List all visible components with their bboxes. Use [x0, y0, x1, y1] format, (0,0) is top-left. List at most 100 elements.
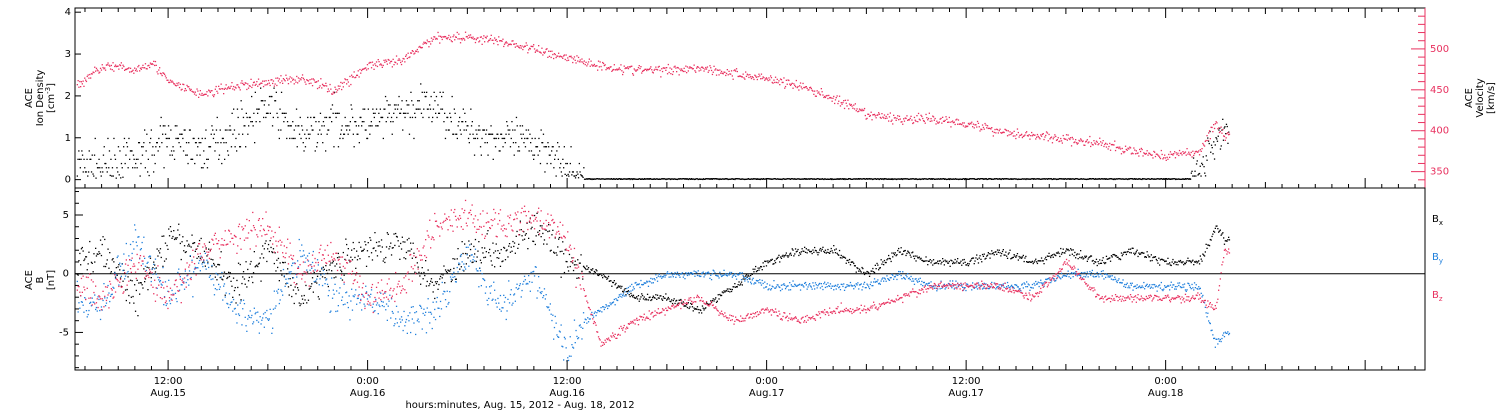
bx-point	[1073, 255, 1075, 257]
bx-point	[1005, 251, 1007, 253]
by-point	[79, 307, 81, 309]
bx-point	[1118, 258, 1120, 260]
density-point	[360, 116, 362, 119]
density-point	[955, 178, 957, 180]
density-point	[202, 167, 204, 169]
bx-point	[1186, 260, 1188, 262]
bx-point	[1188, 260, 1191, 262]
density-point	[793, 178, 795, 180]
velocity-point	[1116, 146, 1118, 149]
density-point	[196, 154, 198, 156]
density-point	[1110, 178, 1112, 180]
density-point	[1181, 178, 1183, 180]
density-point	[819, 178, 821, 180]
velocity-point	[282, 78, 285, 80]
density-point	[451, 95, 453, 98]
velocity-point	[790, 83, 792, 85]
density-point	[294, 137, 296, 140]
velocity-point	[1144, 153, 1147, 155]
velocity-point	[730, 73, 732, 75]
density-point	[177, 137, 179, 140]
by-point	[568, 355, 571, 357]
bx-point	[582, 278, 584, 280]
bx-point	[122, 280, 124, 282]
bx-point	[1010, 258, 1012, 260]
velocity-point	[324, 85, 326, 87]
velocity-point	[865, 118, 867, 120]
by-point	[497, 297, 499, 300]
velocity-point	[574, 59, 576, 61]
velocity-point	[1048, 133, 1050, 136]
density-point	[1001, 178, 1003, 180]
bx-point	[938, 260, 940, 262]
velocity-point	[374, 63, 376, 65]
velocity-point	[1123, 152, 1125, 154]
density-point	[1000, 178, 1002, 181]
by-point	[425, 311, 427, 313]
velocity-point	[237, 84, 239, 86]
bx-point	[156, 248, 158, 250]
density-point	[521, 125, 524, 127]
velocity-point	[543, 52, 546, 54]
bx-point	[467, 257, 469, 259]
density-point	[949, 178, 951, 181]
velocity-point	[562, 57, 564, 59]
velocity-point	[947, 121, 950, 123]
velocity-point	[452, 36, 454, 38]
by-point	[366, 298, 369, 300]
bx-point	[887, 258, 889, 260]
bx-point	[365, 265, 368, 267]
bx-point	[779, 261, 781, 263]
bx-point	[311, 277, 314, 279]
velocity-point	[256, 81, 258, 83]
bx-point	[1208, 244, 1210, 246]
bx-point	[639, 298, 641, 300]
density-point	[1195, 175, 1197, 177]
by-point	[513, 293, 516, 295]
velocity-point	[882, 116, 884, 118]
bx-point	[1021, 257, 1023, 259]
density-point	[666, 178, 668, 180]
bx-point	[118, 264, 120, 266]
bx-point	[1064, 252, 1066, 254]
bx-point	[556, 254, 558, 256]
bx-point	[952, 262, 954, 265]
by-point	[292, 262, 294, 264]
bx-point	[742, 278, 744, 280]
density-point	[1095, 178, 1097, 180]
by-point	[159, 280, 162, 282]
by-point	[271, 332, 273, 334]
density-point	[700, 178, 702, 180]
velocity-point	[697, 66, 699, 68]
by-point	[444, 299, 447, 301]
velocity-point	[184, 88, 186, 90]
bx-point	[570, 261, 572, 263]
velocity-point	[411, 50, 413, 52]
velocity-point	[874, 115, 876, 117]
by-point	[420, 305, 422, 307]
bx-point	[1031, 261, 1033, 263]
bx-point	[178, 234, 181, 236]
velocity-point	[850, 103, 852, 106]
bx-point	[380, 251, 382, 253]
bx-point	[425, 260, 427, 262]
bx-point	[1109, 257, 1111, 259]
bx-point	[623, 289, 625, 291]
bx-point	[848, 258, 851, 261]
velocity-point	[690, 67, 692, 69]
density-point	[460, 133, 462, 135]
by-point	[155, 273, 157, 275]
bx-point	[962, 259, 964, 261]
bx-point	[144, 278, 147, 280]
by-point	[576, 335, 578, 338]
density-point	[326, 133, 328, 135]
bx-point	[774, 260, 776, 262]
bx-point	[542, 232, 544, 235]
velocity-point	[1135, 150, 1137, 152]
by-point	[190, 276, 192, 279]
bx-point	[534, 243, 536, 246]
bx-point	[1056, 252, 1058, 254]
velocity-point	[325, 82, 327, 84]
bx-point	[843, 256, 846, 258]
by-point	[78, 302, 80, 304]
